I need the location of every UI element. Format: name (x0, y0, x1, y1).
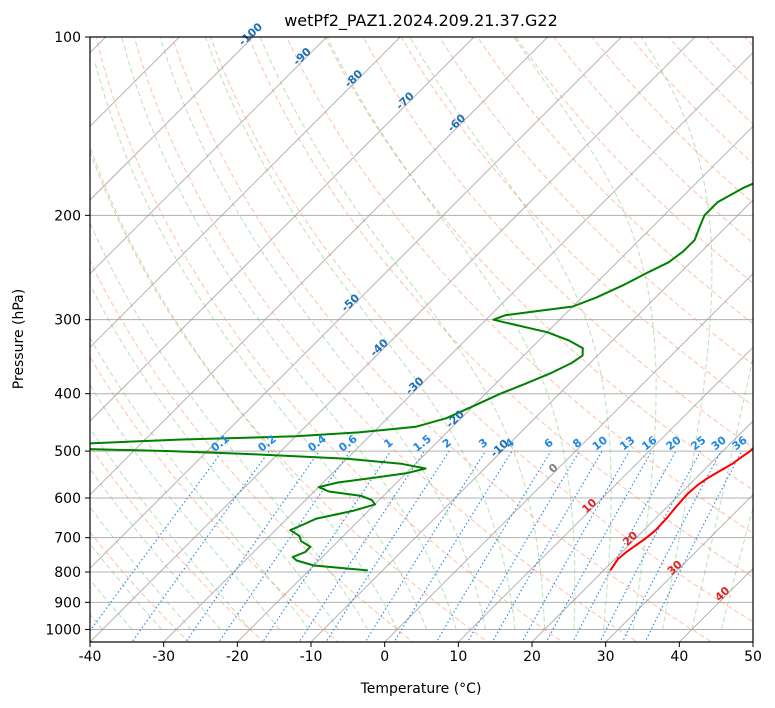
mixing-ratio-line (644, 450, 743, 642)
x-tick-label: -20 (226, 649, 249, 665)
dry-adiabat (400, 37, 753, 407)
x-tick-label: 20 (523, 649, 541, 665)
moist-adiabat (326, 37, 576, 630)
dry-adiabats (90, 37, 753, 642)
x-tick-label: 30 (597, 649, 615, 665)
mixing-ratio-line (325, 450, 450, 642)
moist-adiabat (259, 37, 546, 630)
moist-adiabat (720, 505, 753, 630)
isotherm-line (90, 37, 254, 201)
isotherm-line (383, 272, 753, 642)
y-axis-ticks: 100 200 300 400 500 600 700 800 900 1000 (45, 30, 90, 638)
dewpoint-line (90, 182, 753, 572)
isotherm-line (90, 37, 181, 128)
x-tick-label: 10 (449, 649, 467, 665)
mixing-ratio-line (298, 450, 425, 642)
temperature-line (609, 446, 753, 571)
moist-adiabat (513, 37, 657, 630)
dry-adiabat (209, 37, 753, 623)
moist-adiabat (94, 61, 428, 630)
y-tick-label: 700 (54, 531, 81, 547)
dry-adiabat (90, 445, 265, 642)
y-tick-label: 600 (54, 491, 81, 507)
dry-adiabat (591, 37, 753, 204)
x-tick-label: 40 (670, 649, 688, 665)
mixing-ratio-line (466, 450, 580, 642)
y-tick-label: 800 (54, 565, 81, 581)
y-tick-label: 400 (54, 387, 81, 403)
dry-adiabat (477, 37, 753, 325)
y-tick-label: 300 (54, 313, 81, 329)
mixing-ratio-line (545, 450, 653, 642)
moist-adiabat (90, 283, 339, 630)
moist-adiabat (90, 543, 162, 630)
x-tick-label: -40 (79, 649, 102, 665)
y-tick-label: 500 (54, 444, 81, 460)
plot-area (90, 37, 753, 642)
isotherm-line (90, 37, 475, 422)
moist-adiabat (90, 221, 369, 630)
mixing-ratio-line (131, 450, 270, 642)
mixing-ratio-lines (90, 450, 743, 642)
moist-adiabat (159, 37, 487, 630)
y-tick-label: 1000 (45, 622, 81, 638)
dry-adiabat (286, 37, 753, 534)
y-tick-label: 200 (54, 208, 81, 224)
chart-title: wetPf2_PAZ1.2024.209.21.37.G22 (284, 11, 558, 31)
moist-adiabat (691, 354, 753, 630)
moist-adiabat (90, 506, 192, 630)
isotherm-line (90, 37, 549, 496)
mixing-ratio-line (185, 450, 320, 642)
mixing-ratio-line (491, 450, 603, 642)
x-tick-label: -10 (300, 649, 323, 665)
moist-adiabat (90, 468, 221, 630)
dry-adiabat (95, 37, 564, 642)
isotherm-line (90, 37, 696, 642)
x-tick-label: 0 (380, 649, 389, 665)
mixing-ratio-line (435, 450, 552, 642)
isotherm-line (457, 346, 753, 642)
y-tick-label: 900 (54, 595, 81, 611)
dry-adiabat (248, 37, 753, 578)
isotherm-line (90, 37, 402, 349)
dry-adiabat (133, 37, 638, 642)
isotherm-line (162, 51, 753, 642)
isotherms (90, 37, 753, 642)
dry-adiabat (90, 259, 414, 642)
moist-adiabats (90, 37, 753, 630)
moist-adiabat (90, 384, 280, 630)
dry-adiabat (171, 37, 713, 642)
y-tick-label: 100 (54, 30, 81, 46)
moist-adiabat (121, 37, 457, 630)
dry-adiabat (362, 37, 753, 449)
x-tick-label: 50 (744, 649, 762, 665)
plot-frame (89, 36, 754, 643)
moist-adiabat (640, 37, 713, 630)
dry-adiabat (667, 37, 753, 125)
moist-adiabat (204, 37, 516, 630)
x-axis-label: Temperature (°C) (360, 681, 482, 697)
pressure-gridlines (90, 37, 753, 630)
isotherm-line (90, 37, 328, 275)
moist-adiabat (90, 427, 251, 630)
dry-adiabat (553, 37, 753, 244)
dry-adiabat (90, 531, 190, 642)
x-axis-ticks: -40 -30 -20 -10 0 10 20 30 40 50 (79, 642, 762, 665)
isotherm-line (310, 199, 753, 642)
isotherm-line (531, 420, 753, 642)
moist-adiabat (90, 145, 398, 630)
isotherm-line (90, 37, 623, 570)
moist-adiabat (409, 37, 612, 630)
mixing-ratio-line (262, 450, 392, 642)
x-tick-label: -30 (152, 649, 175, 665)
sounding-series (90, 182, 753, 572)
y-axis-label: Pressure (hPa) (11, 289, 27, 389)
isotherm-line (604, 493, 753, 642)
moist-adiabat (90, 336, 310, 630)
dry-adiabat (90, 150, 489, 642)
